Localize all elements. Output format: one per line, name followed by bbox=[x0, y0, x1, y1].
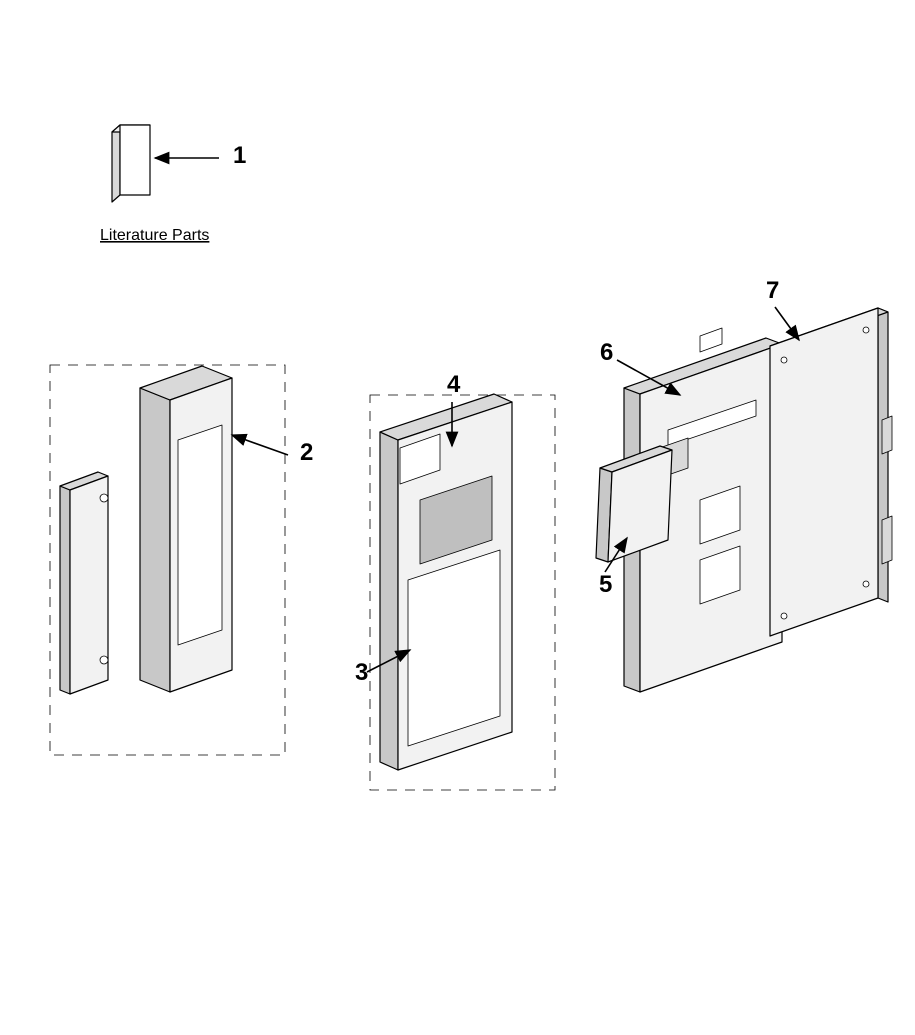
screw-hole bbox=[781, 357, 787, 363]
callout-number-5: 5 bbox=[599, 571, 612, 598]
callout-number-1: 1 bbox=[233, 142, 246, 169]
connector bbox=[882, 516, 892, 564]
part-face bbox=[120, 125, 150, 195]
hinge bbox=[100, 656, 108, 664]
callout-number-2: 2 bbox=[300, 439, 313, 466]
part-1-literature bbox=[112, 125, 150, 202]
part-face bbox=[60, 486, 70, 694]
screw-hole bbox=[863, 327, 869, 333]
connector bbox=[882, 416, 892, 454]
callout-number-4: 4 bbox=[447, 371, 461, 398]
part-face bbox=[770, 308, 878, 636]
part-face bbox=[140, 388, 170, 692]
callout-arrow-2 bbox=[232, 435, 288, 455]
callout-number-6: 6 bbox=[600, 339, 613, 366]
literature-caption: Literature Parts bbox=[100, 227, 209, 244]
part-2-bracket bbox=[60, 472, 108, 694]
screw-hole bbox=[781, 613, 787, 619]
callout-number-3: 3 bbox=[355, 659, 368, 686]
hinge bbox=[100, 494, 108, 502]
part-7-board bbox=[770, 308, 892, 636]
exploded-diagram: 1 2 3 4 5 6 7 Literature Parts bbox=[0, 0, 915, 1035]
mount-tab bbox=[700, 328, 722, 352]
part-face bbox=[112, 125, 120, 202]
panel-recess bbox=[408, 550, 500, 746]
part-3-control-panel bbox=[380, 394, 512, 770]
callout-number-7: 7 bbox=[766, 277, 779, 304]
part-2-panel-assy bbox=[140, 366, 232, 692]
part-face bbox=[380, 432, 398, 770]
screw-hole bbox=[863, 581, 869, 587]
callout-arrow-7 bbox=[775, 307, 799, 340]
part-face bbox=[178, 425, 222, 645]
